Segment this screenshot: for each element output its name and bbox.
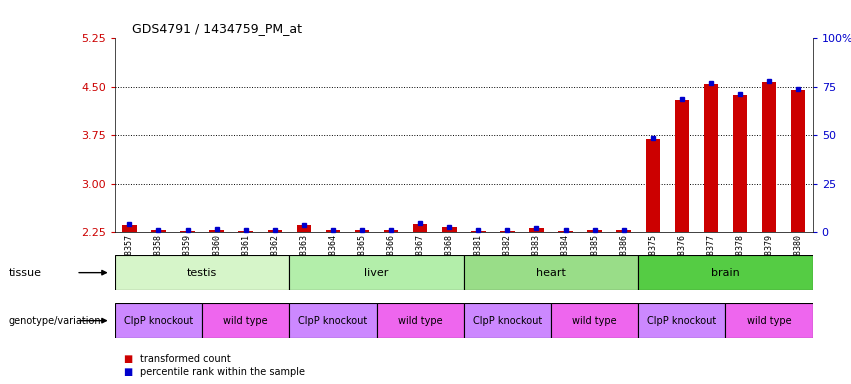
Bar <box>376 303 464 338</box>
Bar <box>180 231 195 232</box>
Bar <box>529 228 544 232</box>
Text: genotype/variation: genotype/variation <box>9 316 101 326</box>
Bar <box>203 303 289 338</box>
Text: transformed count: transformed count <box>140 354 231 364</box>
Bar <box>413 224 427 232</box>
Bar <box>464 255 638 290</box>
Bar <box>209 230 224 232</box>
Text: wild type: wild type <box>747 316 791 326</box>
Text: ClpP knockout: ClpP knockout <box>473 316 542 326</box>
Bar <box>638 303 725 338</box>
Text: brain: brain <box>711 268 740 278</box>
Bar <box>638 255 813 290</box>
Bar <box>464 303 551 338</box>
Bar <box>791 90 805 232</box>
Text: GDS4791 / 1434759_PM_at: GDS4791 / 1434759_PM_at <box>132 22 302 35</box>
Bar <box>151 230 166 232</box>
Text: ClpP knockout: ClpP knockout <box>124 316 193 326</box>
Text: heart: heart <box>536 268 566 278</box>
Text: percentile rank within the sample: percentile rank within the sample <box>140 367 306 377</box>
Bar <box>725 303 813 338</box>
Bar <box>551 303 638 338</box>
Bar <box>675 100 689 232</box>
Bar <box>115 303 203 338</box>
Bar <box>384 230 398 232</box>
Text: tissue: tissue <box>9 268 42 278</box>
Bar <box>733 94 747 232</box>
Bar <box>326 230 340 232</box>
Text: ■: ■ <box>123 354 133 364</box>
Text: liver: liver <box>364 268 389 278</box>
Bar <box>267 230 282 232</box>
Text: ClpP knockout: ClpP knockout <box>299 316 368 326</box>
Text: wild type: wild type <box>573 316 617 326</box>
Bar <box>123 225 137 232</box>
Bar <box>355 230 369 232</box>
Bar <box>471 231 486 232</box>
Text: testis: testis <box>187 268 217 278</box>
Bar <box>297 225 311 232</box>
Bar <box>500 231 515 232</box>
Text: wild type: wild type <box>398 316 443 326</box>
Bar <box>289 255 464 290</box>
Text: wild type: wild type <box>224 316 268 326</box>
Bar <box>616 230 631 232</box>
Bar <box>115 255 289 290</box>
Bar <box>762 82 776 232</box>
Bar <box>442 227 456 232</box>
Text: ClpP knockout: ClpP knockout <box>648 316 717 326</box>
Bar <box>646 139 660 232</box>
Bar <box>558 231 573 232</box>
Bar <box>704 84 718 232</box>
Text: ■: ■ <box>123 367 133 377</box>
Bar <box>289 303 376 338</box>
Bar <box>587 230 602 232</box>
Bar <box>238 231 253 232</box>
